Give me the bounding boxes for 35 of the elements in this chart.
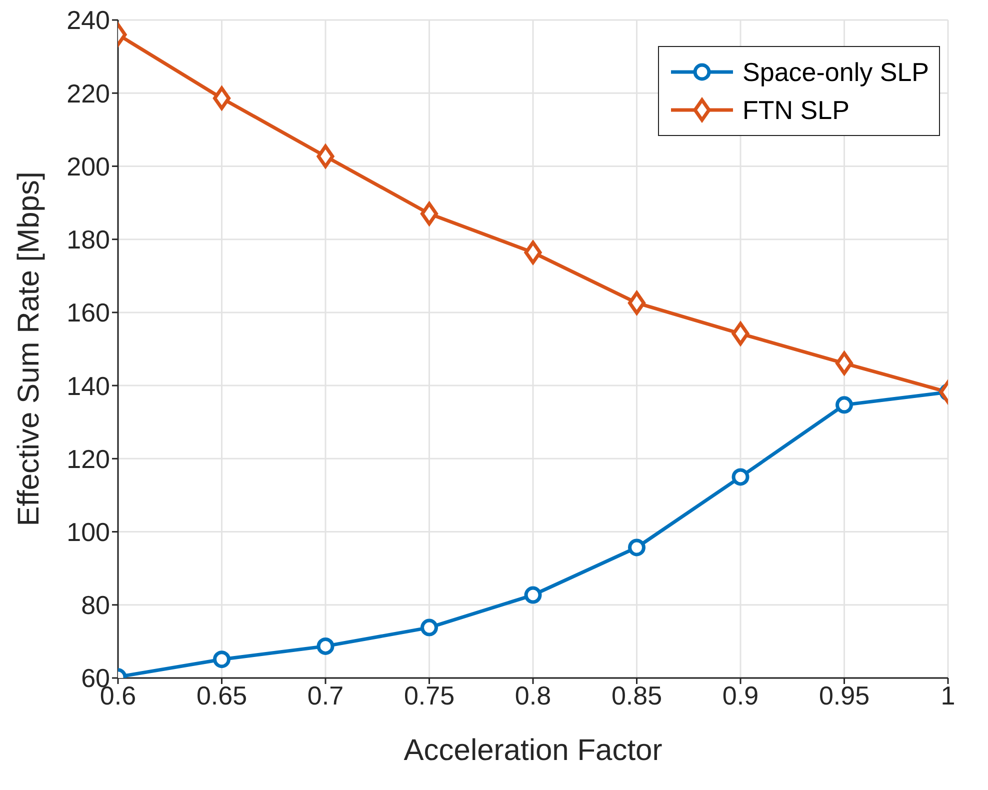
x-tick-label: 0.75 (404, 680, 455, 710)
x-tick-label: 0.9 (722, 680, 759, 710)
point (420, 202, 438, 226)
x-tick-label: 0.65 (196, 680, 248, 710)
x-axis-title: Acceleration Factor (404, 734, 662, 767)
point (524, 240, 542, 264)
y-tick-label: 200 (66, 151, 110, 182)
point (316, 637, 334, 655)
y-tick-label: 180 (66, 224, 110, 255)
point (732, 322, 750, 346)
legend-label: FTN SLP (742, 94, 850, 126)
point (836, 352, 853, 376)
point (213, 650, 230, 668)
point (524, 586, 542, 604)
x-tick-label: 0.8 (514, 680, 552, 710)
x-tick-label: 1 (940, 680, 956, 710)
point (732, 468, 750, 486)
point (836, 396, 853, 414)
y-axis-title: Effective Sum Rate [Mbps] (12, 172, 46, 526)
x-tick-label: 0.95 (818, 680, 870, 710)
point (628, 538, 646, 556)
y-tick-label: 100 (66, 517, 110, 548)
y-tick-label: 160 (66, 298, 110, 328)
x-tick-label: 0.85 (611, 680, 662, 710)
y-tick-label: 140 (66, 370, 110, 401)
point (420, 618, 438, 636)
point (628, 291, 646, 315)
y-tick-label: 80 (81, 590, 110, 620)
x-tick-label: 0.7 (307, 680, 344, 710)
y-tick-label: 240 (66, 5, 110, 36)
y-tick-label: 220 (66, 78, 110, 108)
legend-label: Space-only SLP (742, 56, 929, 88)
y-tick-label: 120 (66, 444, 110, 474)
point (316, 144, 334, 168)
point (213, 86, 230, 110)
